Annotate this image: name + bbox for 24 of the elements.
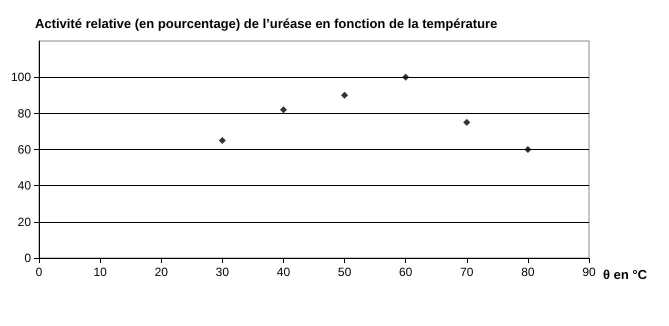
point	[524, 146, 532, 153]
x-tick-label: 60	[398, 265, 413, 279]
y-tick-label: 20	[18, 214, 32, 229]
x-tick-label: 90	[582, 265, 596, 279]
x-axis-title: θ en °C	[603, 267, 648, 282]
point	[280, 106, 287, 114]
point	[463, 118, 470, 126]
y-tick-label: 0	[24, 251, 32, 265]
y-tick-label: 100	[10, 70, 32, 84]
x-tick-label: 40	[276, 265, 290, 279]
point	[402, 74, 410, 81]
chart-title: Activité relative (en pourcentage) de l’uréase en fonction de la température	[35, 16, 498, 31]
y-tick-label: 80	[18, 106, 32, 120]
y-tick-label: 60	[18, 142, 32, 156]
y-tick-label: 40	[18, 178, 32, 193]
x-tick-label: 30	[216, 265, 230, 279]
point	[218, 136, 226, 144]
x-tick-label: 20	[154, 265, 168, 279]
x-tick-label: 70	[460, 265, 474, 279]
x-tick-label: 0	[36, 265, 43, 279]
x-tick-label: 50	[338, 265, 352, 279]
x-tick-label: 10	[93, 265, 108, 279]
point	[341, 92, 348, 99]
x-tick-label: 80	[521, 265, 535, 279]
